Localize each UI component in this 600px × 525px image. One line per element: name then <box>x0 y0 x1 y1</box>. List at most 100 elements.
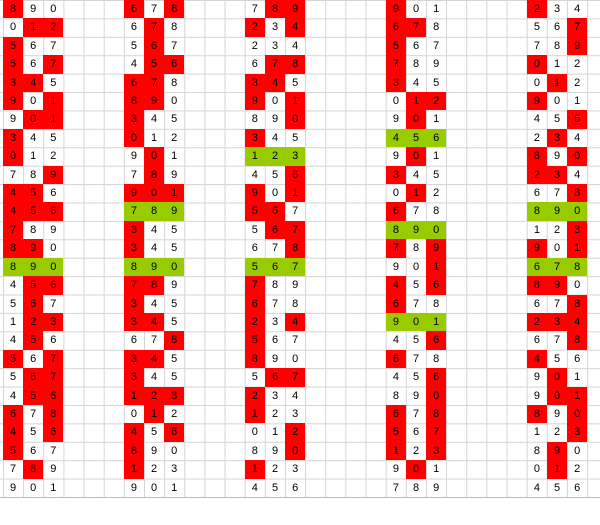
digit-cell: 9 <box>554 150 561 163</box>
digit-cell: 2 <box>171 131 178 144</box>
digit-cell-hit: 3 <box>547 165 568 185</box>
digit-cell: 6 <box>30 352 37 365</box>
digit-cell-hit: 3 <box>567 220 588 240</box>
digit-cell-hit: 7 <box>43 349 64 369</box>
digit-cell: 6 <box>533 334 541 347</box>
digit-cell: 9 <box>412 389 420 402</box>
digit-cell: 2 <box>574 76 581 89</box>
digit-cell-hit: 6 <box>23 294 44 313</box>
digit-cell-highlight: 6 <box>264 257 286 277</box>
digit-cell-hit: 5 <box>3 36 24 56</box>
digit-cell-hit: 6 <box>285 165 306 185</box>
digit-cell-hit: 8 <box>567 184 588 203</box>
digit-cell: 9 <box>271 352 279 365</box>
digit-cell-hit: 0 <box>547 386 568 405</box>
digit-cell: 4 <box>392 371 399 384</box>
digit-cell-hit: 3 <box>385 165 406 185</box>
digit-cell-hit: 8 <box>164 0 185 19</box>
digit-cell: 0 <box>251 426 258 439</box>
digit-cell: 0 <box>554 95 561 108</box>
digit-cell-hit: 4 <box>264 73 286 93</box>
digit-cell: 7 <box>292 205 299 218</box>
digit-cell: 3 <box>292 407 299 420</box>
digit-cell: 7 <box>554 334 561 347</box>
digit-cell: 5 <box>171 223 178 236</box>
digit-cell: 1 <box>554 58 561 71</box>
digit-cell: 9 <box>30 3 37 15</box>
digit-cell-hit: 1 <box>405 184 427 203</box>
digit-cell: 6 <box>574 481 581 494</box>
digit-cell: 2 <box>554 426 561 439</box>
digit-cell-hit: 6 <box>164 55 185 74</box>
digit-cell-hit: 6 <box>43 276 64 295</box>
bottom-rule <box>0 497 600 498</box>
digit-cell-hit: 9 <box>244 184 265 203</box>
digit-cell: 6 <box>251 242 258 255</box>
digit-cell-hit: 4 <box>285 312 306 332</box>
digit-cell: 2 <box>412 444 420 457</box>
digit-cell: 1 <box>433 3 440 15</box>
digit-cell: 9 <box>130 481 138 494</box>
digit-cell: 6 <box>533 187 541 200</box>
digit-cell: 7 <box>412 407 420 420</box>
digit-cell: 5 <box>433 168 440 181</box>
digit-cell: 7 <box>271 297 279 310</box>
digit-cell-hit: 6 <box>385 294 406 313</box>
digit-cell: 8 <box>412 481 420 494</box>
digit-cell-hit: 4 <box>144 349 165 369</box>
digit-cell-hit: 8 <box>23 460 44 479</box>
digit-cell: 5 <box>171 242 178 255</box>
digit-cell-hit: 3 <box>547 128 568 148</box>
digit-cell-hit: 5 <box>144 55 165 74</box>
digit-cell-hit: 9 <box>526 92 548 111</box>
digit-cell-highlight: 0 <box>405 312 427 332</box>
digit-cell: 5 <box>271 168 279 181</box>
digit-cell: 1 <box>30 150 37 163</box>
digit-cell: 9 <box>130 150 138 163</box>
digit-cell: 7 <box>554 187 561 200</box>
digit-cell: 2 <box>554 223 561 236</box>
digit-cell: 8 <box>554 39 561 52</box>
digit-cell: 9 <box>392 113 399 126</box>
digit-cell-highlight: 6 <box>426 128 447 148</box>
digit-cell-highlight: 5 <box>405 128 427 148</box>
digit-cell-hit: 7 <box>567 18 588 37</box>
digit-cell-hit: 8 <box>3 0 24 19</box>
digit-cell-hit: 5 <box>23 184 44 203</box>
digit-cell-hit: 1 <box>244 460 265 479</box>
digit-cell: 5 <box>533 21 541 34</box>
digit-cell: 4 <box>251 481 258 494</box>
